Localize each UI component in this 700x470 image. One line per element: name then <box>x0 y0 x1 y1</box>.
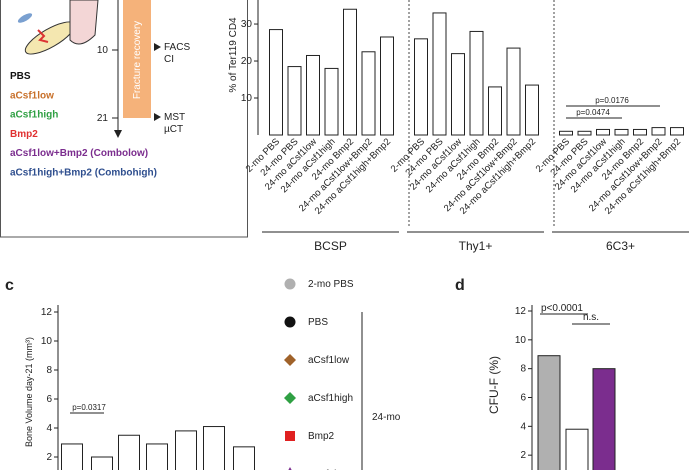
y-axis-label: Bone Volume day-21 (mm³) <box>24 337 34 447</box>
group-label: aCsf1low <box>10 90 54 101</box>
bar <box>451 53 465 136</box>
group-label: aCsf1high <box>10 110 58 121</box>
annotation: p=0.0317 <box>72 403 106 412</box>
bar <box>306 54 320 136</box>
bar <box>324 67 339 136</box>
bar <box>175 430 197 470</box>
step: FACS <box>164 42 190 53</box>
y-tick-label: 2 <box>520 450 526 461</box>
bracket-label: 24-mo <box>372 412 401 423</box>
y-tick-label: 6 <box>520 393 526 404</box>
annotation: p=0.0474 <box>576 108 610 117</box>
y-tick-label: 12 <box>41 307 53 318</box>
y-tick-label: 6 <box>46 394 52 405</box>
bar <box>146 443 168 470</box>
bar <box>596 128 610 136</box>
bar <box>91 456 113 470</box>
group-label: BCSP <box>314 239 347 253</box>
legend-label: Bmp2 <box>308 431 335 442</box>
y-tick-label: 10 <box>515 335 527 346</box>
bar <box>565 428 589 470</box>
y-axis-label: CFU-F (%) <box>487 356 501 414</box>
annotation: p<0.0001 <box>541 303 583 314</box>
y-axis-label: % of Ter119 CD4 <box>228 17 239 93</box>
y-tick-label: 12 <box>515 306 527 317</box>
step: MST <box>164 112 185 123</box>
group-label: Bmp2 <box>10 129 38 140</box>
group-label: Thy1+ <box>459 239 493 253</box>
legend-label: PBS <box>308 317 328 328</box>
fracture <box>37 29 49 43</box>
bar <box>118 434 140 470</box>
bar <box>525 84 539 136</box>
panel-label: c <box>5 277 14 294</box>
bar <box>614 128 629 136</box>
arrow <box>154 43 161 51</box>
legend-swatch <box>284 392 296 404</box>
y-tick-label: 4 <box>46 423 52 434</box>
bar-label: Fracture recovery <box>132 21 143 99</box>
bar <box>203 426 225 470</box>
bar <box>488 86 502 136</box>
step: CI <box>164 54 174 65</box>
group-label: aCsf1high+Bmp2 (Combohigh) <box>10 168 157 179</box>
bar <box>380 36 394 136</box>
legend-swatch <box>284 354 296 366</box>
bar <box>287 66 302 136</box>
mouse <box>69 0 99 45</box>
diagram-box <box>0 0 248 238</box>
bar <box>343 8 357 136</box>
arrow <box>114 130 122 138</box>
bar <box>537 355 561 470</box>
bar <box>469 30 484 136</box>
y-tick-label: 10 <box>241 93 253 104</box>
bar <box>269 29 283 136</box>
bar <box>559 130 573 136</box>
bar <box>506 47 521 136</box>
y-tick-label: 10 <box>41 336 53 347</box>
bar <box>414 38 428 136</box>
legend-label: aCsf1high <box>308 393 353 404</box>
legend-swatch <box>284 278 296 290</box>
legend-swatch <box>285 431 295 441</box>
y-tick-label: 2 <box>46 452 52 463</box>
legend-label: 2-mo PBS <box>308 279 354 290</box>
bar <box>651 127 666 136</box>
bar <box>592 368 616 470</box>
bar <box>361 51 376 136</box>
y-tick-label: 8 <box>46 365 52 376</box>
group-label: PBS <box>10 71 31 82</box>
arrow <box>154 113 161 121</box>
bar <box>633 128 647 136</box>
bar <box>61 443 83 470</box>
panel-label: d <box>455 277 465 294</box>
bar <box>670 127 684 136</box>
step: µCT <box>164 124 183 135</box>
recovery-bar <box>123 0 151 118</box>
bar <box>432 12 447 136</box>
day: 10 <box>97 45 109 56</box>
y-tick-label: 8 <box>520 364 526 375</box>
legend-swatch <box>284 316 296 328</box>
syringe <box>17 13 33 23</box>
legend-swatch <box>288 467 292 470</box>
bar <box>577 130 592 136</box>
annotation: p=0.0176 <box>595 96 629 105</box>
y-tick-label: 30 <box>241 19 253 30</box>
y-tick-label: 20 <box>241 56 253 67</box>
group-label: aCsf1low+Bmp2 (Combolow) <box>10 148 148 159</box>
bar <box>233 446 255 470</box>
day: 21 <box>97 113 109 124</box>
annotation: n.s. <box>583 312 599 323</box>
y-tick-label: 4 <box>520 421 526 432</box>
group-label: 6C3+ <box>606 239 635 253</box>
legend-label: aCsf1low <box>308 355 350 366</box>
